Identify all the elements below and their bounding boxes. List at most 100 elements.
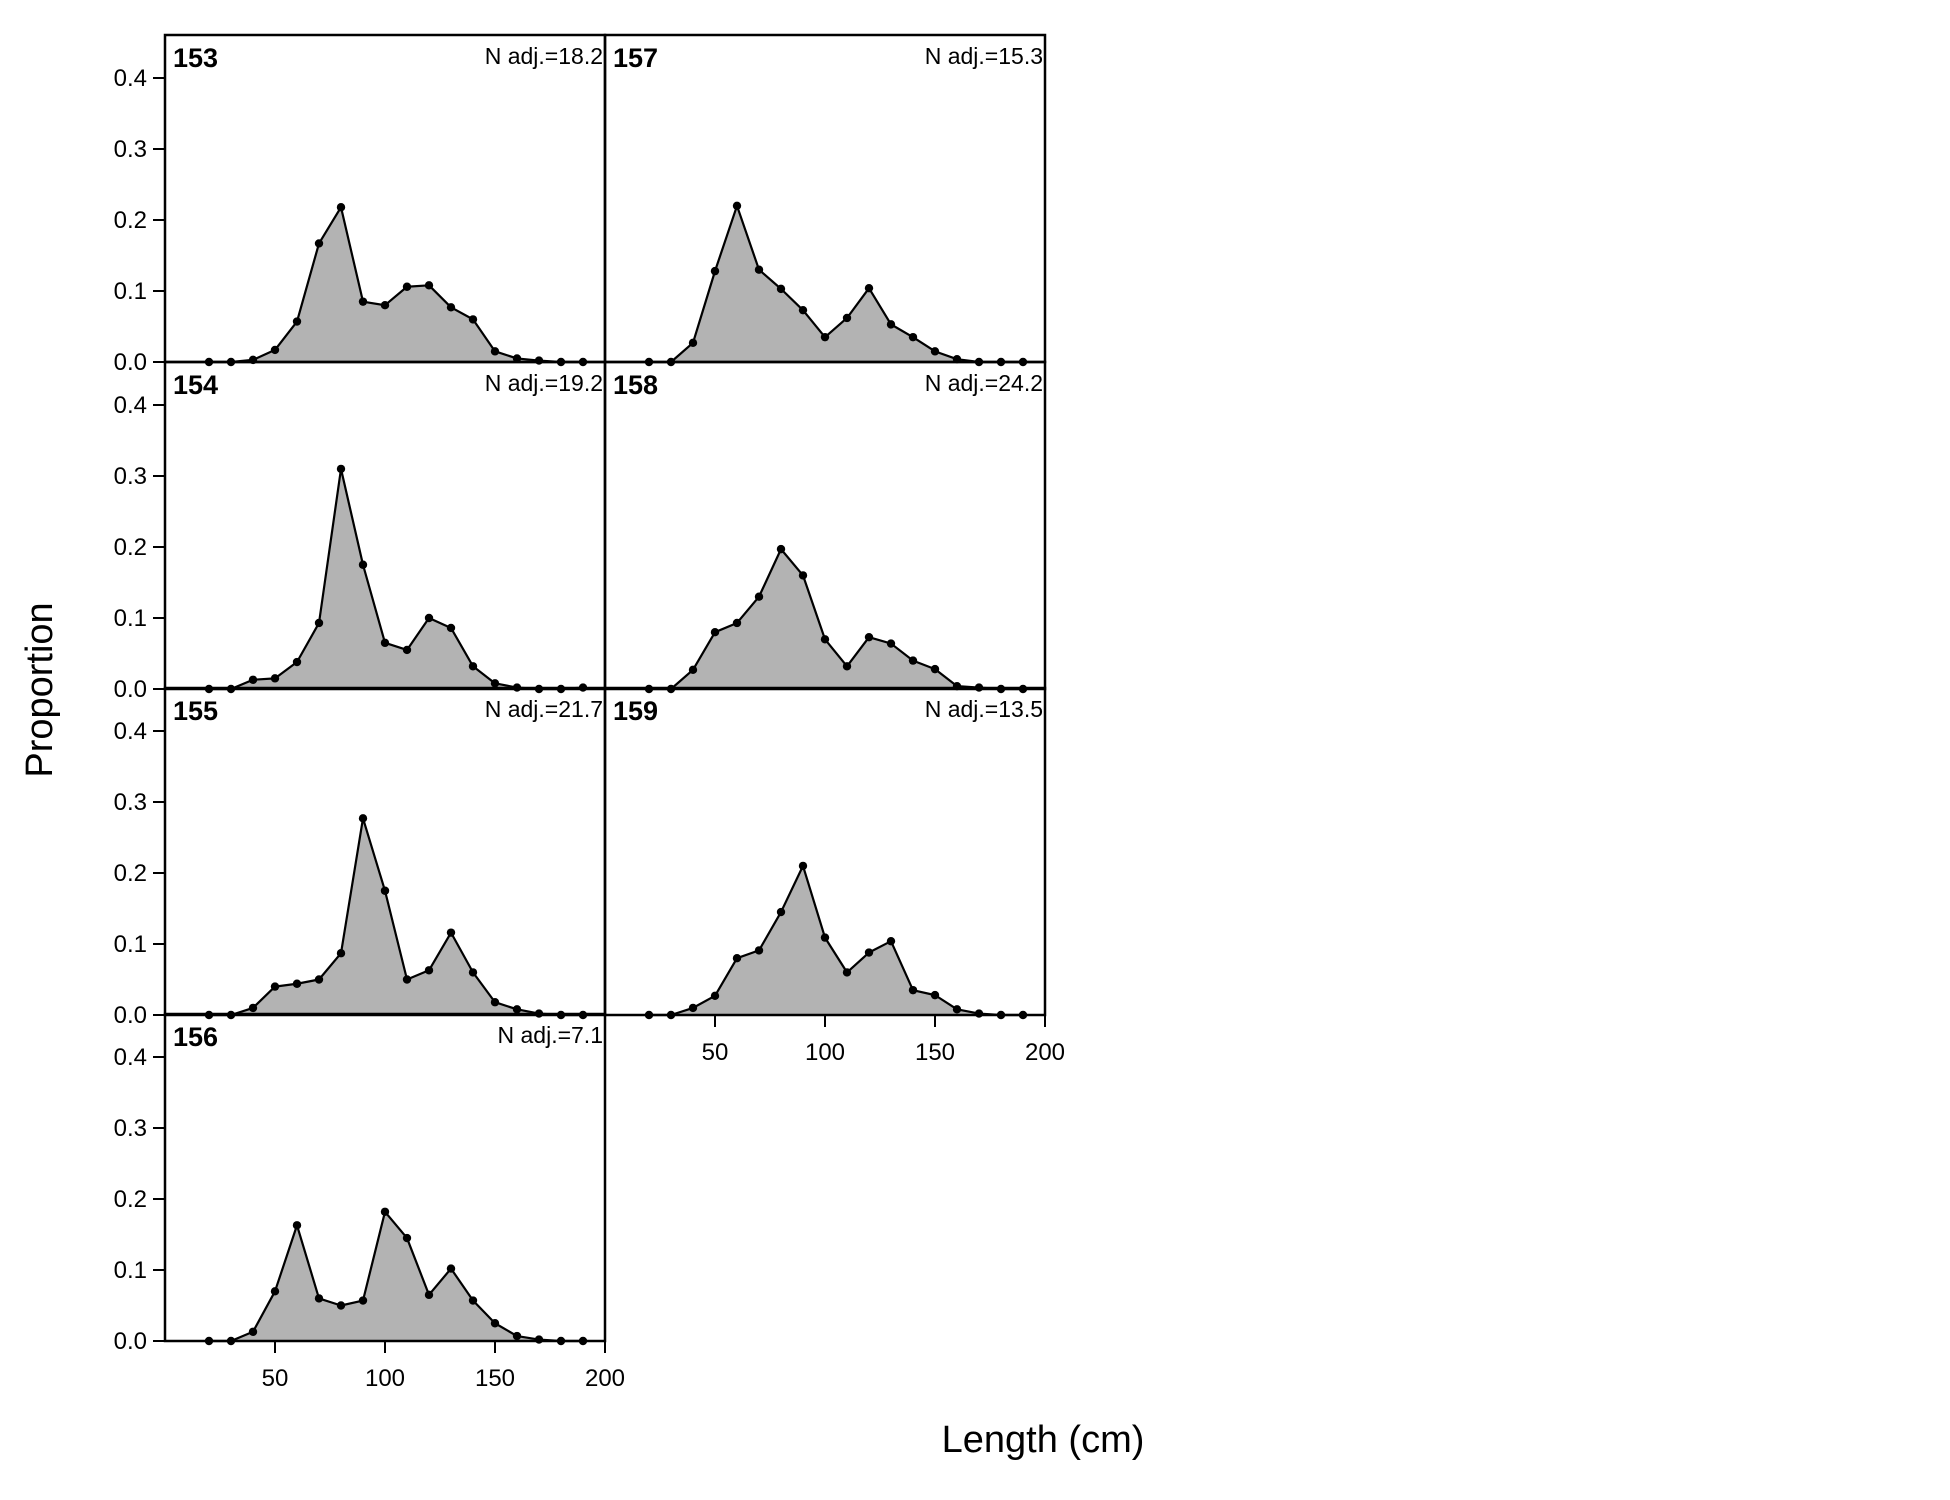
data-point-158-90 [798,571,808,580]
n-adj-label-157: N adj.=15.3 [925,43,1043,69]
data-point-155-70 [314,975,324,984]
data-point-153-60 [292,317,302,326]
y-tick-label: 0.1 [114,1257,147,1284]
panel-153: 0.0 0.1 0.2 0.3 0.4 153 N adj.=18.2 [114,33,607,376]
data-point-158-50 [710,628,720,637]
data-point-156-130 [446,1264,456,1273]
area-fill-154 [209,468,583,689]
data-point-157-60 [732,201,742,210]
n-adj-label-158: N adj.=24.2 [925,370,1043,396]
panel-158: 158 N adj.=24.2 [603,360,1047,694]
data-point-158-150 [930,664,940,674]
y-tick-label: 0.3 [114,789,147,816]
y-tick-label: 0.0 [114,676,147,703]
data-point-157-140 [908,332,918,342]
data-point-159-110 [842,968,852,977]
y-tick-label: 0.3 [114,136,147,163]
panel-label-155: 155 [173,696,218,726]
data-point-159-90 [798,861,808,871]
data-point-159-160 [952,1005,962,1014]
data-point-155-90 [358,814,368,823]
area-fill-155 [209,818,583,1015]
y-tick-label: 0.0 [114,349,147,376]
x-tick-label: 200 [585,1365,625,1392]
data-point-154-110 [402,645,412,655]
data-point-154-60 [292,657,302,667]
data-point-157-150 [930,347,940,356]
data-point-159-140 [908,985,918,995]
data-point-153-110 [402,282,412,291]
panel-frame-157 [603,33,1047,364]
data-point-154-120 [424,613,434,623]
data-point-156-140 [468,1296,478,1305]
data-point-157-120 [864,283,874,293]
n-adj-label-159: N adj.=13.5 [925,696,1043,722]
n-adj-label-153: N adj.=18.2 [485,43,603,69]
data-point-153-150 [490,347,500,356]
data-point-154-70 [314,618,324,628]
x-tick-label: 200 [1025,1039,1065,1066]
area-fill-157 [649,205,1023,362]
y-tick-label: 0.3 [114,463,147,490]
data-point-157-130 [886,320,896,329]
data-point-155-60 [292,979,302,988]
data-point-159-50 [710,991,720,1001]
data-point-154-90 [358,560,368,569]
data-point-158-130 [886,639,896,648]
data-point-159-40 [688,1003,698,1013]
data-point-154-40 [248,675,258,684]
panel-label-157: 157 [613,43,658,73]
data-point-159-170 [974,1009,984,1018]
y-tick-label: 0.3 [114,1115,147,1142]
y-tick-label: 0.4 [114,1044,147,1071]
y-tick-label: 0.0 [114,1002,147,1029]
data-point-159-80 [776,907,786,917]
data-point-156-100 [380,1207,390,1216]
data-point-153-90 [358,297,368,306]
data-point-157-50 [710,266,720,276]
data-point-153-130 [446,303,456,312]
x-tick-label: 150 [475,1365,515,1392]
data-point-153-100 [380,301,390,310]
data-point-155-160 [512,1005,522,1014]
data-point-158-110 [842,662,852,671]
panel-label-154: 154 [173,370,218,400]
data-point-154-100 [380,638,390,648]
data-point-158-70 [754,592,764,601]
panel-156: 0.0 0.1 0.2 0.3 0.4 156 N adj.=7.1 [114,1012,607,1355]
y-tick-label: 0.4 [114,392,147,419]
data-point-158-120 [864,632,874,642]
data-point-155-50 [270,982,280,991]
y-tick-label: 0.1 [114,931,147,958]
data-point-157-70 [754,265,764,274]
y-tick-label: 0.2 [114,534,147,561]
data-point-159-70 [754,946,764,955]
data-point-156-120 [424,1290,434,1300]
panel-label-158: 158 [613,370,658,400]
data-point-154-140 [468,662,478,671]
data-point-153-160 [512,354,522,363]
panel-label-156: 156 [173,1022,218,1052]
area-fill-153 [209,207,583,362]
data-point-155-130 [446,928,456,937]
data-point-159-100 [820,933,830,942]
n-adj-label-155: N adj.=21.7 [485,696,603,722]
data-point-153-80 [336,203,346,212]
data-point-156-50 [270,1287,280,1296]
data-point-155-80 [336,949,346,958]
data-point-155-110 [402,975,412,984]
x-axes-group: 50 100 150 200 50 100 150 200 [262,1015,1065,1392]
data-point-153-70 [314,239,324,248]
panel-label-153: 153 [173,43,218,73]
data-point-156-110 [402,1233,412,1243]
data-point-158-140 [908,656,918,665]
y-tick-label: 0.2 [114,1186,147,1213]
data-point-153-140 [468,315,478,324]
area-fill-156 [209,1211,583,1341]
data-point-156-80 [336,1301,346,1310]
n-adj-label-156: N adj.=7.1 [498,1022,604,1048]
data-point-157-100 [820,332,830,342]
y-tick-label: 0.1 [114,278,147,305]
data-point-153-170 [534,356,544,365]
